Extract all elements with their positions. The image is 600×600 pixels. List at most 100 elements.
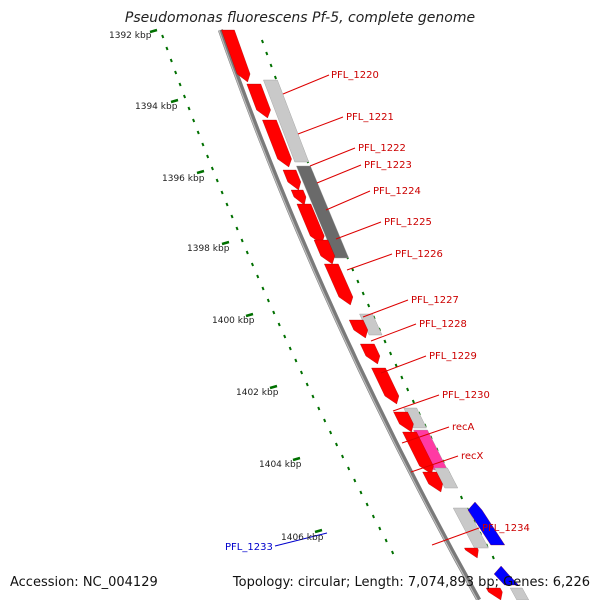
outer-ring-dot: [394, 363, 398, 368]
scale-ring-dot: [311, 394, 315, 399]
scale-label: 1394 kbp: [135, 102, 178, 112]
scale-ring-dot: [240, 238, 244, 243]
scale-ring-dot: [283, 334, 287, 339]
scale-ring-dot: [272, 310, 276, 315]
leader-line: [309, 147, 356, 167]
gene-label[interactable]: PFL_1224: [373, 186, 421, 197]
gene-label[interactable]: PFL_1230: [442, 390, 490, 401]
gene-arrow: [422, 471, 443, 493]
leader-line: [282, 74, 330, 95]
scale-ticks: [149, 28, 323, 534]
gene-label[interactable]: PFL_1220: [331, 70, 379, 81]
scale-ring-dot: [384, 538, 388, 543]
scale-ring-dot: [178, 82, 182, 87]
scale-ring-dot: [165, 46, 169, 51]
feature-box: [296, 165, 349, 259]
leader-line: [362, 299, 409, 318]
genome-summary-text: Topology: circular; Length: 7,074,893 bp…: [232, 575, 590, 590]
scale-tick: [221, 240, 230, 246]
leader-line: [410, 455, 459, 473]
scale-label: 1398 kbp: [187, 244, 230, 254]
gene-arrow: [324, 263, 354, 306]
outer-ring-dot: [367, 303, 371, 308]
scale-ring-dot: [220, 190, 224, 195]
feature-track: [263, 79, 530, 600]
gene-arrow: [221, 29, 251, 83]
gene-label[interactable]: PFL_1229: [429, 351, 477, 362]
scale-label: 1400 kbp: [212, 316, 255, 326]
gene-arrow: [360, 343, 381, 365]
leader-line: [370, 323, 417, 342]
gene-arrow: [493, 565, 519, 586]
gene-label[interactable]: PFL_1226: [395, 249, 443, 260]
accession-text: Accession: NC_004129: [10, 575, 158, 590]
gene-label[interactable]: PFL_1225: [384, 217, 432, 228]
gene-arrow: [467, 501, 506, 546]
scale-label: 1404 kbp: [259, 460, 302, 470]
gene-arrow: [246, 83, 271, 119]
scale-ring-dot: [347, 466, 351, 471]
scale-ring-dot: [305, 382, 309, 387]
gene-label[interactable]: PFL_1223: [364, 160, 412, 171]
gene-label[interactable]: recX: [461, 451, 484, 462]
scale-ring-dot: [187, 106, 191, 111]
outer-ring-dot: [356, 279, 360, 284]
feature-box: [452, 507, 489, 549]
gene-arrow: [290, 189, 307, 206]
scale-ring-dot: [288, 346, 292, 351]
scale-ring-dot: [378, 526, 382, 531]
gene-label[interactable]: PFL_1227: [411, 295, 459, 306]
gene-arrow: [282, 169, 301, 191]
leader-line: [274, 532, 328, 547]
scale-ring-dot: [335, 442, 339, 447]
gene-label[interactable]: PFL_1228: [419, 319, 467, 330]
scale-ring-dot: [365, 502, 369, 507]
gene-arrow: [313, 239, 335, 265]
gene-label[interactable]: PFL_1234: [482, 523, 530, 534]
outer-ring-dot: [273, 75, 278, 80]
scale-ring-dot: [196, 130, 200, 135]
scale-ring-dot: [317, 406, 321, 411]
scale-ring-dot: [299, 370, 304, 375]
scale-ring-dot: [341, 454, 345, 459]
scale-ring-dot: [235, 226, 239, 231]
gene-arrow: [348, 319, 368, 339]
scale-ring-dot: [174, 70, 178, 75]
gene-arrow: [402, 431, 434, 475]
scale-ring-dot: [261, 286, 265, 291]
gene-label[interactable]: PFL_1222: [358, 143, 406, 154]
scale-ring-dot: [277, 322, 281, 327]
scale-ring-dot: [201, 142, 205, 147]
scale-label: 1406 kbp: [281, 533, 324, 543]
gene-label[interactable]: PFL_1233: [225, 542, 273, 553]
scale-tick: [149, 28, 158, 34]
gene-labels: PFL_1220 PFL_1221 PFL_1222 PFL_1223 PFL_…: [225, 70, 530, 553]
gene-label[interactable]: PFL_1221: [346, 112, 394, 123]
leader-line: [401, 426, 450, 444]
scale-ring-dot: [250, 262, 254, 267]
scale-tick: [245, 312, 254, 318]
outer-ring-dot: [491, 555, 495, 560]
gene-label[interactable]: recA: [452, 422, 475, 433]
outer-ring-dot: [383, 339, 387, 344]
scale-tick: [170, 98, 179, 104]
label-leaders: [274, 74, 480, 547]
gene-track: [221, 29, 519, 600]
map-title: Pseudomonas fluorescens Pf-5, complete g…: [124, 10, 476, 26]
outer-ring-dot: [265, 51, 269, 56]
outer-ring-dot: [260, 39, 265, 44]
feature-box: [263, 79, 310, 163]
scale-ring-dot: [225, 202, 229, 207]
scale-ring-dot: [294, 358, 298, 363]
gene-arrow: [371, 367, 400, 405]
gene-arrow: [393, 411, 414, 433]
leader-line: [335, 221, 382, 240]
scale-labels: 1392 kbp 1394 kbp 1396 kbp 1398 kbp 1400…: [109, 31, 324, 543]
scale-ring-dot: [206, 154, 210, 159]
scale-ring-dot: [210, 166, 214, 171]
outer-ring-dot: [389, 351, 393, 356]
gene-arrow: [262, 119, 292, 168]
scale-ring-dot: [353, 478, 357, 483]
scale-ring-dot: [182, 94, 187, 99]
